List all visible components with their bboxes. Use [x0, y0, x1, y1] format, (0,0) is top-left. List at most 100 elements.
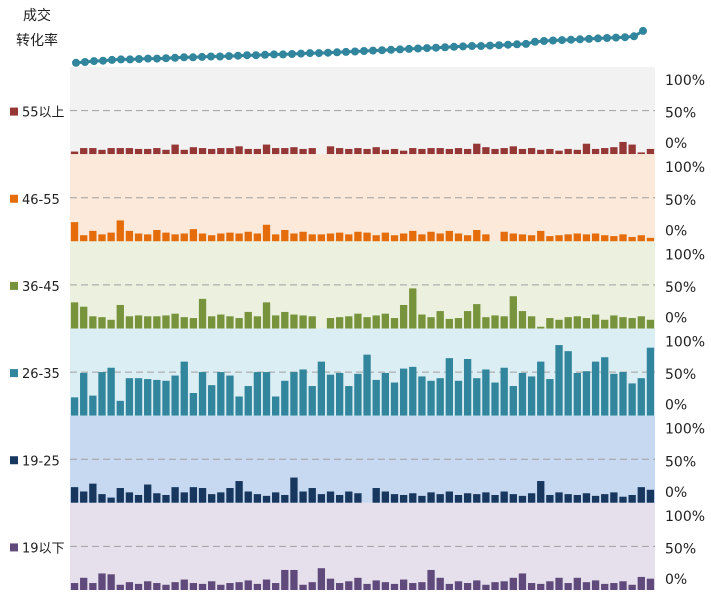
bar-panel-6-59	[601, 583, 609, 590]
conversion-rate-point-15	[198, 52, 206, 61]
conversion-rate-point-4	[99, 56, 107, 65]
bar-panel-1-64	[646, 148, 655, 155]
bar-panel-3-44	[463, 311, 472, 329]
bar-panel-2-13	[180, 233, 188, 242]
bar-panel-2-46	[482, 234, 490, 242]
conversion-rate-point-3	[90, 57, 98, 66]
bar-panel-1-42	[445, 148, 453, 155]
bar-panel-2-60	[610, 236, 618, 242]
bar-panel-6-38	[409, 583, 417, 590]
bar-panel-3-39	[418, 314, 426, 329]
bar-panel-4-38	[409, 366, 417, 416]
bar-panel-3-22	[262, 302, 271, 329]
bar-panel-3-6	[116, 304, 124, 329]
conversion-rate-point-56	[567, 35, 575, 44]
conversion-rate-point-49	[504, 40, 512, 49]
bar-panel-5-16	[208, 494, 216, 503]
bar-panel-5-52	[537, 481, 545, 503]
bar-panel-1-8	[134, 148, 143, 155]
bar-panel-5-2	[80, 491, 88, 503]
bar-panel-6-48	[500, 581, 508, 590]
bar-panel-1-47	[491, 148, 499, 155]
conversion-rate-point-63	[630, 32, 638, 41]
bar-panel-5-21	[253, 494, 262, 503]
bar-panel-5-11	[162, 494, 170, 503]
bar-panel-6-32	[354, 577, 362, 590]
tick-label-panel-6-2: 50%	[665, 541, 696, 557]
bar-panel-1-59	[601, 148, 609, 155]
tick-label-panel-2-2: 50%	[665, 193, 696, 209]
bar-panel-1-16	[208, 148, 216, 155]
bar-panel-4-22	[262, 372, 271, 416]
bar-panel-5-32	[354, 493, 362, 503]
conversion-rate-point-52	[531, 37, 539, 46]
bar-panel-5-40	[427, 492, 435, 503]
conversion-rate-point-55	[558, 36, 566, 45]
conversion-rate-point-22	[261, 50, 269, 59]
bar-panel-6-15	[198, 583, 207, 590]
bar-panel-6-4	[98, 573, 106, 590]
bar-panel-3-62	[628, 318, 636, 329]
bar-panel-2-38	[409, 230, 417, 242]
bar-panel-1-38	[409, 148, 417, 155]
bar-panel-1-44	[463, 148, 472, 155]
bar-panel-3-30	[335, 317, 344, 329]
bar-panel-3-49	[509, 296, 517, 329]
bar-panel-1-3	[89, 148, 97, 155]
bar-panel-6-18	[226, 583, 234, 590]
bar-panel-4-30	[335, 372, 344, 416]
bar-panel-1-50	[518, 148, 527, 155]
bar-panel-2-52	[537, 230, 545, 242]
bar-panel-3-55	[564, 317, 572, 329]
bar-panel-5-62	[628, 494, 636, 503]
bar-panel-4-21	[253, 372, 262, 416]
bar-panel-6-57	[582, 582, 591, 590]
bar-panel-4-46	[482, 369, 490, 416]
conversion-rate-point-30	[333, 48, 341, 57]
bar-panel-6-47	[491, 582, 499, 590]
bar-panel-3-11	[162, 315, 170, 329]
bar-panel-1-49	[509, 146, 517, 155]
conversion-rate-point-45	[468, 42, 476, 50]
bar-panel-4-51	[527, 376, 536, 416]
bar-panel-5-23	[272, 492, 280, 503]
bar-panel-4-15	[198, 372, 207, 416]
conversion-rate-point-1	[72, 58, 80, 67]
bar-panel-3-1	[70, 302, 79, 329]
bar-panel-2-8	[134, 233, 143, 242]
bar-panel-2-25	[290, 233, 298, 242]
legend-label-panel-5: 19-25	[22, 454, 60, 469]
bar-panel-2-50	[518, 234, 527, 242]
conversion-rate-point-19	[234, 51, 242, 60]
bar-panel-6-1	[70, 583, 79, 590]
bar-panel-4-17	[217, 372, 225, 416]
bar-panel-6-44	[463, 583, 472, 590]
bar-panel-3-15	[198, 298, 207, 329]
tick-label-panel-5-1: 100%	[665, 422, 705, 438]
bar-panel-5-25	[290, 477, 298, 503]
bar-panel-2-10	[153, 230, 161, 242]
bar-panel-4-9	[144, 379, 152, 416]
legend-swatch-panel-2	[10, 194, 18, 203]
bar-panel-2-33	[363, 232, 371, 242]
bar-panel-2-59	[601, 235, 609, 242]
conversion-rate-point-27	[306, 49, 314, 58]
bar-panel-1-2	[80, 148, 88, 155]
bar-panel-1-19	[235, 146, 243, 155]
bar-panel-3-16	[208, 316, 216, 329]
bar-panel-2-7	[125, 230, 134, 242]
conversion-rate-point-60	[603, 34, 611, 42]
bar-panel-3-35	[381, 313, 390, 329]
bar-panel-5-5	[107, 497, 115, 503]
bar-panel-1-57	[582, 143, 591, 155]
bar-panel-5-4	[98, 494, 106, 503]
age-panel-5: 19-25 100% 50% 0%	[10, 415, 705, 503]
conversion-rate-point-34	[369, 46, 377, 55]
bar-panel-6-16	[208, 581, 216, 590]
bar-panel-6-62	[628, 584, 636, 590]
bar-panel-5-17	[217, 492, 225, 503]
age-panel-2: 46-55 100% 50% 0%	[10, 154, 705, 242]
bar-panel-1-14	[189, 147, 198, 155]
legend-swatch-panel-3	[10, 281, 18, 290]
